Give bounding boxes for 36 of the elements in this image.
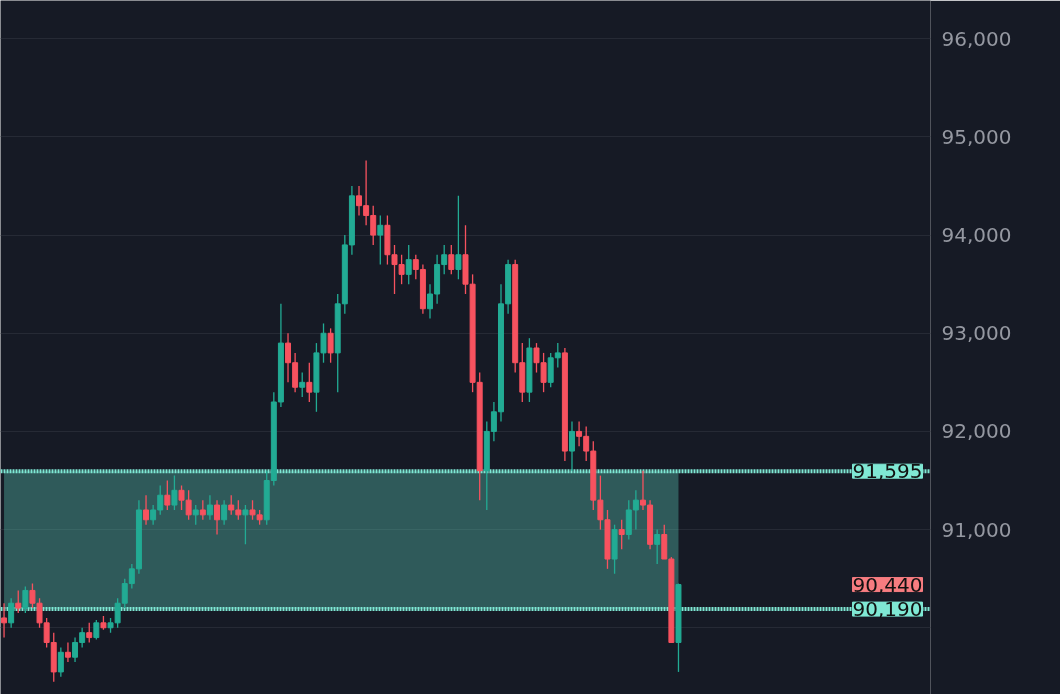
candlestick: [64, 641, 71, 663]
candlestick: [164, 479, 171, 511]
candlestick: [299, 371, 306, 398]
candlestick: [405, 244, 412, 285]
candlestick: [377, 214, 384, 266]
candlestick: [22, 585, 29, 614]
candlestick: [86, 622, 93, 644]
annotation: 90,440: [852, 572, 923, 597]
candlestick: [1, 602, 8, 639]
candlestick: [171, 474, 178, 511]
candlestick: [448, 244, 455, 276]
candlestick: [221, 499, 228, 526]
candlestick: [569, 420, 575, 472]
candlestick: [206, 494, 213, 521]
y-tick-label: 96,000: [941, 26, 1012, 51]
ref-line-label: 91,595: [852, 459, 923, 484]
candlestick: [327, 327, 334, 364]
candlestick: [199, 499, 206, 521]
candlestick: [15, 589, 22, 614]
y-tick-label: 92,000: [941, 419, 1012, 444]
candlestick: [143, 494, 150, 526]
ref-line-label: 90,190: [852, 597, 923, 622]
candlestick: [57, 646, 64, 678]
candlestick: [455, 195, 462, 280]
y-tick-label: 95,000: [941, 124, 1012, 149]
candlestick: [192, 504, 199, 526]
y-tick-label: 94,000: [941, 223, 1012, 248]
candlestick: [306, 362, 313, 403]
candlestick: [242, 504, 249, 545]
candlestick: [618, 519, 625, 550]
candlestick: [8, 597, 15, 629]
y-tick-label: 91,000: [941, 517, 1012, 542]
candlestick: [654, 528, 661, 565]
y-tick-label: 93,000: [941, 321, 1012, 346]
candlestick: [214, 499, 221, 536]
candlestick: [93, 619, 100, 641]
